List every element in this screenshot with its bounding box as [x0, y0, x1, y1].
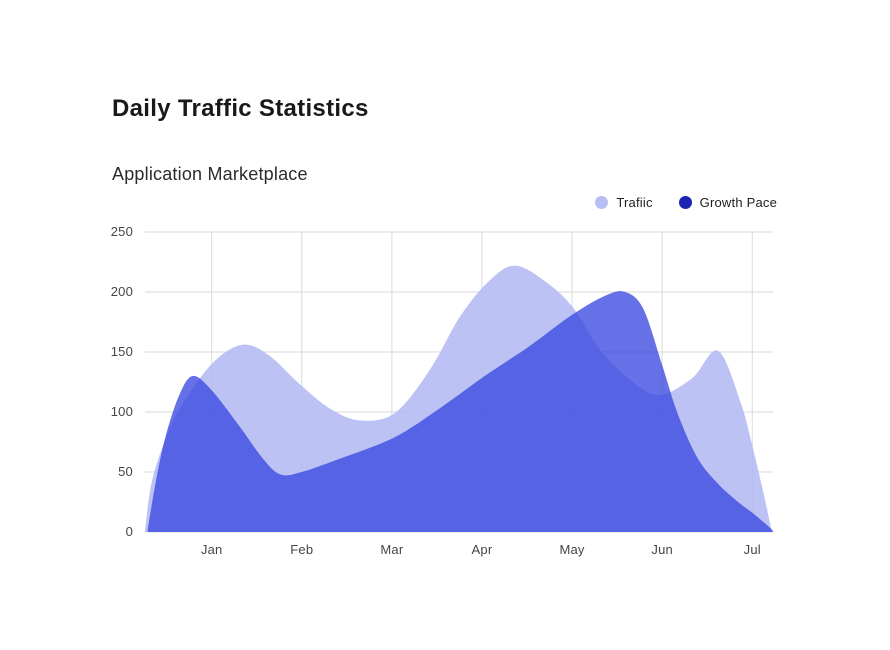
traffic-series-dot-icon [595, 196, 609, 209]
x-axis-tick-label: Mar [380, 542, 404, 557]
y-axis-tick-label: 0 [125, 524, 133, 539]
growth-pace-series-dot-icon [678, 196, 692, 209]
x-axis-tick-label: Jul [743, 542, 761, 557]
y-axis-tick-label: 100 [110, 404, 133, 419]
x-axis-tick-label: May [559, 542, 585, 557]
y-axis-tick-label: 200 [110, 284, 133, 299]
x-axis-tick-label: Apr [471, 542, 493, 557]
chart-legend: Trafiic Growth Pace [595, 195, 777, 210]
x-axis-tick-label: Jun [651, 542, 673, 557]
page-title: Daily Traffic Statistics [112, 95, 369, 122]
y-axis-tick-label: 150 [110, 344, 133, 359]
y-axis-tick-label: 250 [110, 224, 133, 239]
legend-item-traffic[interactable]: Trafiic [595, 195, 652, 210]
x-axis-tick-label: Jan [200, 542, 223, 557]
x-axis-tick-label: Feb [290, 542, 314, 557]
legend-item-growth-pace[interactable]: Growth Pace [678, 195, 777, 210]
growth-pace-area-series[interactable] [147, 291, 773, 532]
chart-subtitle: Application Marketplace [112, 164, 308, 184]
legend-label-growth-pace: Growth Pace [699, 195, 777, 210]
legend-label-traffic: Trafiic [616, 195, 653, 210]
y-axis-tick-label: 50 [118, 464, 133, 479]
